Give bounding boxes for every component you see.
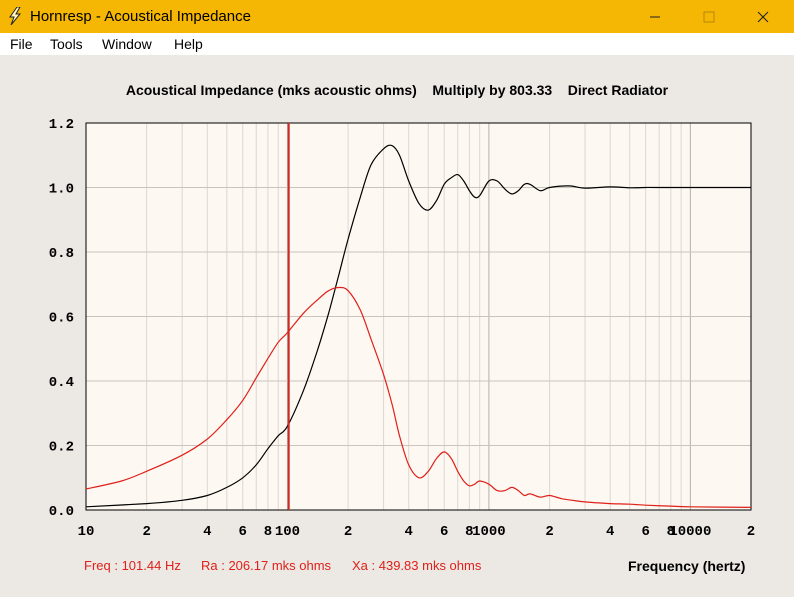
x-tick-label: 2: [545, 524, 553, 540]
x-tick-label: 10000: [669, 524, 711, 540]
x-tick-label: 2: [344, 524, 352, 540]
xa-readout: Xa : 439.83 mks ohms: [352, 558, 482, 573]
menu-window[interactable]: Window: [102, 36, 152, 52]
maximize-icon: [703, 11, 715, 23]
menu-file[interactable]: File: [10, 36, 33, 52]
close-icon: [757, 11, 769, 23]
minimize-icon: [650, 16, 660, 18]
x-tick-label: 6: [440, 524, 448, 540]
y-tick-label: 1.0: [49, 182, 74, 198]
ra-readout: Ra : 206.17 mks ohms: [201, 558, 332, 573]
y-tick-label: 0.4: [49, 375, 74, 391]
x-tick-label: 10: [78, 524, 95, 540]
y-tick-label: 0.8: [49, 246, 74, 262]
y-tick-label: 1.2: [49, 117, 74, 133]
menu-help[interactable]: Help: [174, 36, 203, 52]
menu-tools[interactable]: Tools: [50, 36, 83, 52]
reactance-curve: [85, 144, 751, 508]
x-tick-label: 1000: [472, 524, 506, 540]
resistance-curve: [85, 286, 752, 508]
y-tick-label: 0.0: [49, 504, 74, 520]
x-tick-label: 2: [747, 524, 755, 540]
x-tick-label: 8: [264, 524, 272, 540]
minimize-button[interactable]: [632, 0, 678, 33]
x-tick-label: 4: [606, 524, 614, 540]
frequency-readout: Freq : 101.44 Hz: [84, 558, 181, 573]
window-title: Hornresp - Acoustical Impedance: [30, 8, 251, 25]
x-tick-label: 8: [667, 524, 675, 540]
y-tick-label: 0.6: [49, 311, 74, 327]
plot-border: [85, 122, 752, 511]
x-tick-label: 6: [239, 524, 247, 540]
title-bar: Hornresp - Acoustical Impedance: [0, 0, 794, 33]
menu-bar: File Tools Window Help: [0, 33, 794, 55]
chart-title: Acoustical Impedance (mks acoustic ohms)…: [125, 82, 669, 98]
x-tick-label: 4: [405, 524, 413, 540]
x-tick-label: 8: [465, 524, 473, 540]
maximize-button[interactable]: [686, 0, 732, 33]
x-tick-label: 100: [275, 524, 300, 540]
x-tick-label: 6: [641, 524, 649, 540]
x-axis-title: Frequency (hertz): [628, 558, 746, 574]
x-tick-label: 4: [203, 524, 211, 540]
x-tick-label: 2: [142, 524, 150, 540]
close-button[interactable]: [740, 0, 786, 33]
y-tick-label: 0.2: [49, 440, 74, 456]
lightning-icon: [9, 7, 22, 25]
